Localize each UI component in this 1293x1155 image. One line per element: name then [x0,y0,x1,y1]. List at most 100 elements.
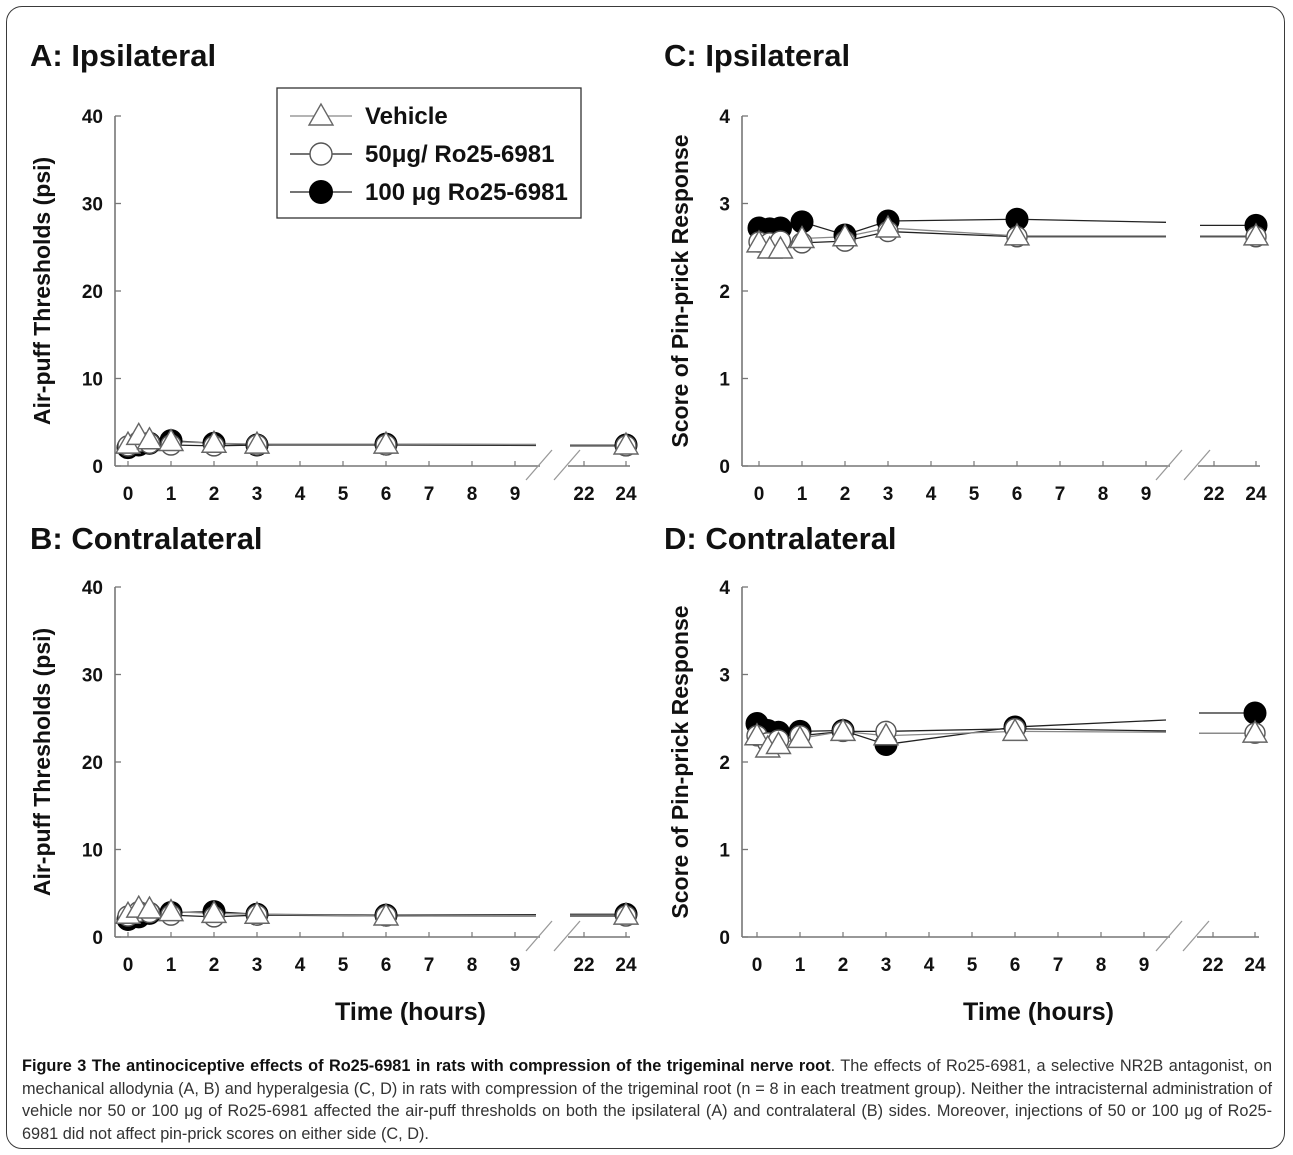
data-point-vehicle [372,902,400,926]
x-tick-label: 6 [1012,484,1023,505]
y-tick-label: 0 [719,928,730,949]
y-tick-label: 0 [719,457,730,478]
x-tick-label: 24 [615,955,637,976]
y-tick-label: 40 [82,578,103,599]
axis-break-mark [1155,920,1183,952]
x-tick-label: 22 [573,955,594,976]
x-tick-label: 3 [252,484,263,505]
data-point-vehicle [136,895,163,919]
x-tick-label: 2 [838,955,849,976]
data-point-vehicle [200,429,228,453]
x-tick-label: 7 [1053,955,1064,976]
y-tick-label: 3 [719,666,730,687]
x-tick-label: 0 [752,955,763,976]
y-tick-label: 0 [92,928,103,949]
data-point-vehicle [136,426,163,450]
series-line [127,434,537,446]
legend: Vehicle 50μg/ Ro25-6981 100 μg Ro25-6981 [276,87,582,219]
panel-title: B: Contralateral [30,521,263,556]
data-point-vehicle [786,724,814,749]
axis-break-mark [553,449,581,481]
figure-frame [6,6,1285,1149]
data-point-vehicle [1001,717,1029,742]
x-tick-label: 22 [573,484,594,505]
data-point-vehicle [831,223,859,247]
x-tick-label: 24 [615,484,637,505]
y-tick-label: 3 [719,195,730,216]
y-tick-label: 10 [82,841,103,862]
x-tick-label: 3 [252,955,263,976]
caption-body: The effects of Ro25-6981, a selective NR… [22,1057,1272,1143]
x-tick-label: 8 [467,955,478,976]
x-tick-label: 22 [1203,484,1224,505]
chart-panel-c: C: Ipsilateral Score of Pin-prick Respons… [664,38,1270,505]
data-point-vehicle [743,722,771,746]
panel-title: D: Contralateral [664,521,897,556]
axis-break-mark [525,920,553,952]
x-tick-label: 22 [1202,955,1223,976]
data-point-vehicle [612,431,640,455]
x-tick-label: 0 [123,484,134,505]
x-tick-label: 8 [467,484,478,505]
y-tick-label: 1 [719,370,730,391]
axis-break-mark [1182,920,1210,952]
panel-title: A: Ipsilateral [30,38,216,73]
x-axis-title: Time (hours) [963,998,1114,1026]
x-tick-label: 8 [1096,955,1107,976]
x-tick-label: 1 [166,955,177,976]
data-point-vehicle [243,430,271,454]
data-point-vehicle [157,428,185,452]
x-tick-label: 0 [123,955,134,976]
y-tick-label: 1 [719,841,730,862]
legend-entry: 100 μg Ro25-6981 [290,179,568,206]
legend-entry: Vehicle [290,102,448,130]
x-tick-label: 6 [381,484,392,505]
data-point-vehicle [1241,719,1269,743]
data-point-vehicle [874,214,902,238]
x-tick-label: 9 [1141,484,1152,505]
x-tick-label: 1 [795,955,806,976]
x-tick-label: 3 [881,955,892,976]
axis-break-mark [1183,449,1211,481]
legend-filled-circle-icon [309,180,333,204]
data-point-vehicle [157,898,185,922]
y-tick-label: 4 [719,107,730,128]
x-tick-label: 6 [381,955,392,976]
x-tick-label: 5 [967,955,978,976]
caption-title: The antinociceptive effects of Ro25-6981… [91,1057,831,1075]
data-point-vehicle [243,900,271,924]
x-tick-label: 8 [1098,484,1109,505]
legend-open-circle-icon [309,142,333,166]
x-tick-label: 4 [926,484,937,505]
legend-label: Vehicle [365,103,448,130]
x-tick-label: 3 [883,484,894,505]
legend-triangle-icon [307,102,335,126]
x-tick-label: 9 [1139,955,1150,976]
x-tick-label: 2 [209,955,220,976]
y-tick-label: 2 [719,753,730,774]
data-point-vehicle [200,899,228,924]
panels-group: A: Ipsilateral Air-puff Thresholds (psi) 0… [29,38,1270,1026]
y-tick-label: 20 [82,753,103,774]
x-tick-label: 5 [969,484,980,505]
data-point-vehicle [1242,222,1270,246]
legend-label: 100 μg Ro25-6981 [365,179,568,206]
x-tick-label: 5 [338,955,349,976]
x-tick-label: 4 [295,484,306,505]
y-tick-label: 40 [82,107,103,128]
x-tick-label: 1 [797,484,808,505]
chart-panel-a: A: Ipsilateral Air-puff Thresholds (psi) 0… [29,38,640,505]
chart-panel-b: B: Contralateral Air-puff Thresholds (psi… [29,521,640,1026]
axis-break-mark [1155,449,1183,481]
x-tick-label: 24 [1244,955,1266,976]
legend-entry: 50μg/ Ro25-6981 [290,141,554,168]
y-tick-label: 20 [82,282,103,303]
data-point-vehicle [872,722,900,746]
x-tick-label: 9 [510,955,521,976]
series-line [758,227,1166,250]
axis-break-mark [553,920,581,952]
y-tick-label: 4 [719,578,730,599]
x-tick-label: 4 [295,955,306,976]
x-tick-label: 2 [209,484,220,505]
